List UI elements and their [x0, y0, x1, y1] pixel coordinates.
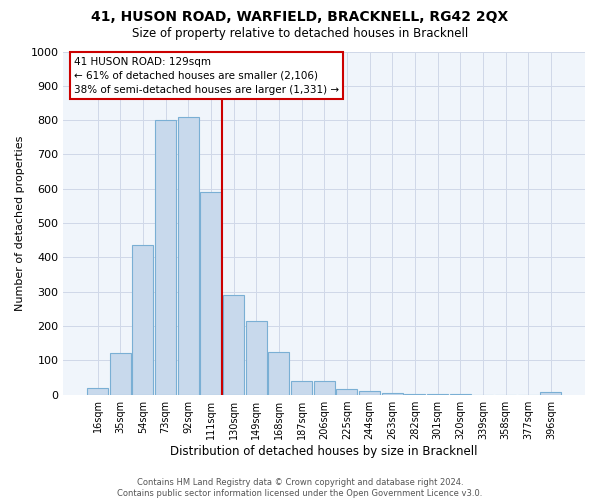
Bar: [359, 391, 380, 394]
X-axis label: Distribution of detached houses by size in Bracknell: Distribution of detached houses by size …: [170, 444, 478, 458]
Bar: [314, 381, 335, 394]
Text: 41 HUSON ROAD: 129sqm
← 61% of detached houses are smaller (2,106)
38% of semi-d: 41 HUSON ROAD: 129sqm ← 61% of detached …: [74, 56, 339, 94]
Bar: [110, 354, 131, 395]
Bar: [541, 392, 561, 394]
Bar: [268, 352, 289, 395]
Y-axis label: Number of detached properties: Number of detached properties: [15, 136, 25, 310]
Bar: [246, 321, 266, 394]
Text: 41, HUSON ROAD, WARFIELD, BRACKNELL, RG42 2QX: 41, HUSON ROAD, WARFIELD, BRACKNELL, RG4…: [91, 10, 509, 24]
Bar: [382, 393, 403, 394]
Bar: [200, 192, 221, 394]
Bar: [178, 116, 199, 394]
Bar: [133, 246, 154, 394]
Bar: [291, 381, 312, 394]
Bar: [87, 388, 108, 394]
Bar: [223, 295, 244, 394]
Text: Contains HM Land Registry data © Crown copyright and database right 2024.
Contai: Contains HM Land Registry data © Crown c…: [118, 478, 482, 498]
Text: Size of property relative to detached houses in Bracknell: Size of property relative to detached ho…: [132, 28, 468, 40]
Bar: [155, 120, 176, 394]
Bar: [337, 390, 358, 394]
